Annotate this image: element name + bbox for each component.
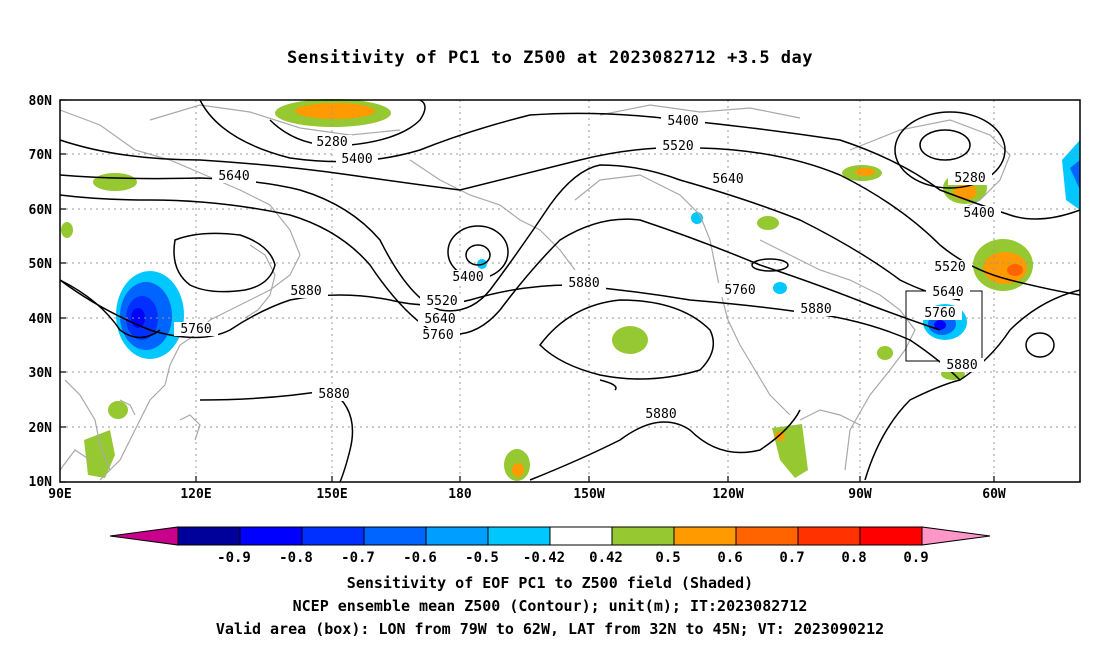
colorbar-cell — [673, 526, 737, 546]
positive-region — [93, 173, 137, 191]
colorbar-end-high — [921, 526, 991, 546]
contour-label: 5880 — [645, 407, 676, 422]
negative-region — [1070, 160, 1080, 190]
colorbar-cell — [611, 526, 675, 546]
lon-label: 60W — [982, 487, 1006, 502]
contour-label: 5400 — [341, 152, 372, 167]
contour-label: 5520 — [662, 139, 693, 154]
negative-region — [773, 282, 787, 294]
positive-region — [612, 326, 648, 354]
lat-label: 60N — [29, 203, 53, 218]
map-frame — [59, 99, 1081, 483]
colorbar-label: 0.8 — [841, 550, 866, 566]
coastlines — [59, 104, 1011, 481]
lat-label: 40N — [29, 312, 53, 327]
lon-label: 90E — [48, 487, 71, 502]
colorbar-label: -0.5 — [465, 550, 499, 566]
contour-label: 5400 — [452, 270, 483, 285]
positive-region — [84, 430, 115, 478]
colorbar-cells — [177, 526, 923, 546]
colorbar-label: -0.7 — [341, 550, 375, 566]
plot-title: Sensitivity of PC1 to Z500 at 2023082712… — [286, 48, 813, 68]
colorbar-cell — [549, 526, 613, 546]
colorbar-label: 0.6 — [717, 550, 742, 566]
colorbar-label: -0.6 — [403, 550, 437, 566]
contour-label: 5280 — [954, 171, 985, 186]
lat-label: 70N — [29, 148, 53, 163]
lon-label: 150E — [316, 487, 347, 502]
colorbar-cell — [487, 526, 551, 546]
positive-region — [757, 216, 779, 230]
contour-label: 5880 — [946, 358, 977, 373]
contour-label: 5640 — [712, 172, 743, 187]
sensitivity-shading — [61, 99, 1080, 481]
axis-ticks — [60, 99, 995, 483]
colorbar-cell — [301, 526, 365, 546]
positive-region — [108, 401, 128, 419]
colorbar-label: -0.42 — [523, 550, 565, 566]
colorbar: -0.9 -0.8 -0.7 -0.6 -0.5 -0.42 0.42 0.5 0.6 0.7 0.… — [109, 526, 991, 566]
lon-label: 180 — [448, 487, 472, 502]
positive-region — [775, 431, 785, 441]
colorbar-label: -0.9 — [217, 550, 251, 566]
contour-label: 5640 — [218, 169, 249, 184]
colorbar-end-low — [109, 526, 179, 546]
gridlines — [60, 100, 1080, 482]
positive-region — [877, 346, 893, 360]
contour-label: 5760 — [924, 306, 955, 321]
caption-line-2: NCEP ensemble mean Z500 (Contour); unit(… — [292, 597, 808, 615]
positive-region — [512, 463, 524, 477]
colorbar-label: -0.8 — [279, 550, 313, 566]
contour-label: 5760 — [180, 322, 211, 337]
colorbar-cell — [735, 526, 799, 546]
colorbar-label: 0.9 — [903, 550, 928, 566]
colorbar-label: 0.5 — [655, 550, 680, 566]
contour-label: 5520 — [426, 294, 457, 309]
colorbar-cell — [363, 526, 427, 546]
contour-label: 5400 — [963, 206, 994, 221]
lon-label: 150W — [573, 487, 604, 502]
contour-label: 5640 — [424, 312, 455, 327]
contour-label: 5880 — [800, 302, 831, 317]
contour-label: 5280 — [316, 135, 347, 150]
lat-label: 30N — [29, 366, 53, 381]
contour-label-group: 5280 — [312, 135, 352, 150]
colorbar-cell — [177, 526, 241, 546]
positive-region — [1007, 264, 1023, 276]
contour-label: 5400 — [667, 114, 698, 129]
colorbar-cell — [239, 526, 303, 546]
colorbar-label: 0.7 — [779, 550, 804, 566]
contour-label: 5880 — [318, 387, 349, 402]
lat-label: 80N — [29, 94, 53, 109]
contour-label: 5760 — [422, 328, 453, 343]
lat-label: 20N — [29, 421, 53, 436]
contour-label: 5640 — [932, 285, 963, 300]
contour-label: 5880 — [568, 276, 599, 291]
caption-line-3: Valid area (box): LON from 79W to 62W, L… — [215, 620, 885, 638]
caption-line-1: Sensitivity of EOF PC1 to Z500 field (Sh… — [346, 574, 754, 592]
lon-label: 90W — [848, 487, 872, 502]
lat-label: 10N — [29, 475, 53, 490]
contour-label: 5520 — [934, 260, 965, 275]
lon-label: 120E — [180, 487, 211, 502]
lon-label: 120W — [712, 487, 743, 502]
contour-label: 5760 — [724, 283, 755, 298]
positive-region — [295, 103, 375, 119]
contour-label: 5880 — [290, 284, 321, 299]
colorbar-cell — [797, 526, 861, 546]
negative-region — [1062, 140, 1080, 210]
colorbar-cell — [425, 526, 489, 546]
negative-region — [934, 320, 946, 330]
positive-region — [61, 222, 73, 238]
colorbar-label: 0.42 — [589, 550, 623, 566]
lat-label: 50N — [29, 257, 53, 272]
colorbar-cell — [859, 526, 923, 546]
positive-region — [855, 168, 875, 176]
